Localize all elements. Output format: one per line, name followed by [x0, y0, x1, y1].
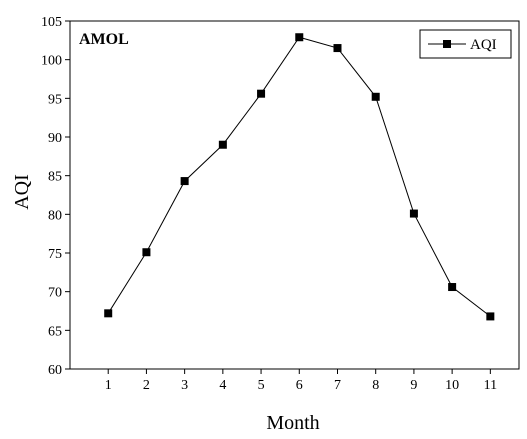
data-point-3 — [180, 177, 189, 186]
x-tick-label-1: 1 — [105, 378, 112, 393]
x-tick-label-8: 8 — [372, 378, 379, 393]
data-point-8 — [371, 92, 380, 101]
chart-title: AMOL — [79, 31, 129, 48]
y-tick-label-60: 60 — [48, 363, 62, 378]
x-tick-label-10: 10 — [445, 378, 459, 393]
x-tick-label-3: 3 — [181, 378, 188, 393]
x-tick-label-4: 4 — [219, 378, 226, 393]
data-point-9 — [409, 209, 418, 218]
y-tick-label-85: 85 — [48, 170, 62, 185]
y-tick-label-70: 70 — [48, 286, 62, 301]
data-point-6 — [295, 33, 304, 42]
y-tick-label-80: 80 — [48, 208, 62, 223]
legend: AQI — [419, 29, 512, 59]
data-point-4 — [218, 140, 227, 149]
data-point-5 — [257, 89, 266, 98]
x-axis: 1 2 3 4 5 6 7 8 9 10 11 — [105, 369, 497, 393]
x-tick-label-9: 9 — [410, 378, 417, 393]
x-axis-label: Month — [266, 412, 319, 434]
data-point-11 — [486, 312, 495, 321]
y-axis: 60 65 70 75 80 85 90 95 100 105 — [41, 15, 70, 378]
y-axis-label: AQI — [11, 174, 33, 210]
x-tick-label-7: 7 — [334, 378, 341, 393]
x-tick-label-6: 6 — [296, 378, 303, 393]
y-tick-label-100: 100 — [41, 54, 62, 69]
y-tick-label-105: 105 — [41, 15, 62, 30]
data-point-1 — [104, 309, 113, 318]
legend-marker-sample — [443, 40, 451, 48]
data-point-2 — [142, 248, 151, 257]
y-tick-label-65: 65 — [48, 324, 62, 339]
y-tick-label-75: 75 — [48, 247, 62, 262]
series-line-0 — [107, 36, 491, 317]
data-point-7 — [333, 44, 342, 53]
series-aqi — [104, 33, 495, 321]
y-tick-label-95: 95 — [48, 92, 62, 107]
x-tick-label-5: 5 — [258, 378, 265, 393]
plot-frame — [69, 20, 520, 370]
y-tick-label-90: 90 — [48, 131, 62, 146]
x-tick-label-11: 11 — [484, 378, 497, 393]
data-point-10 — [448, 283, 457, 292]
x-tick-label-2: 2 — [143, 378, 150, 393]
legend-label-aqi: AQI — [470, 37, 497, 53]
